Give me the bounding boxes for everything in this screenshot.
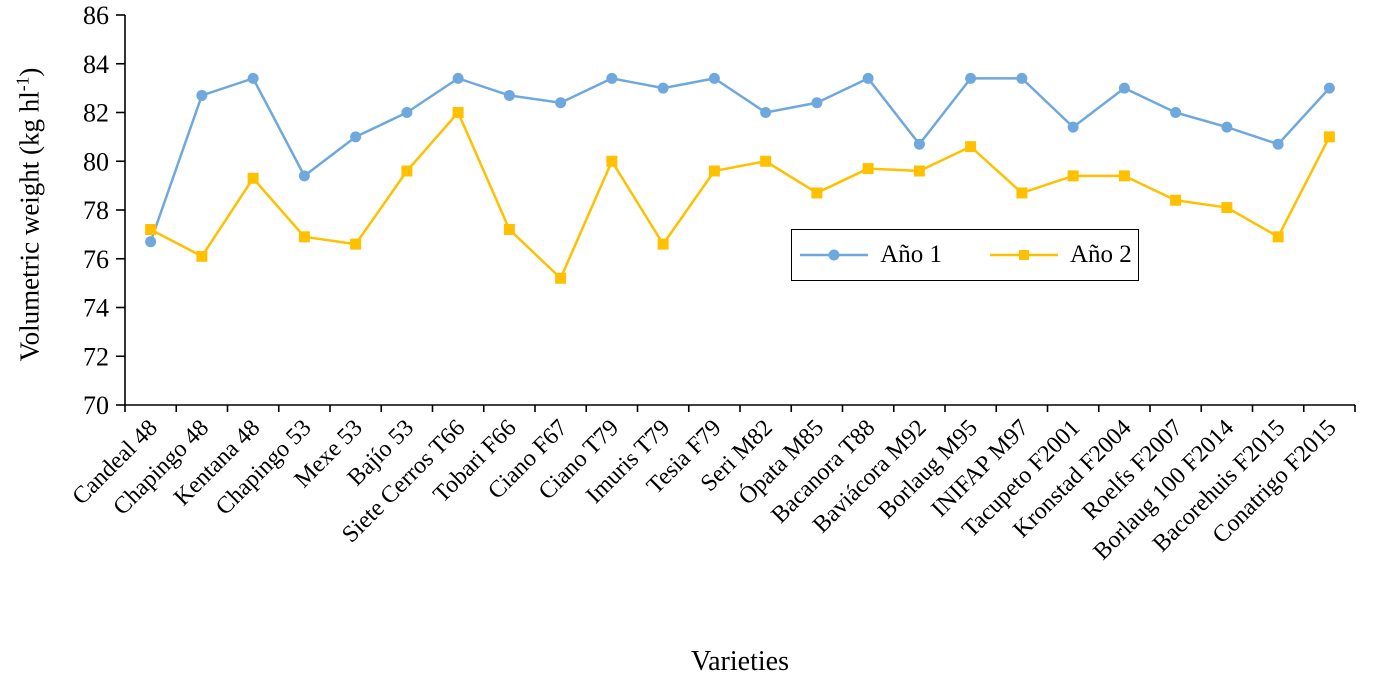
svg-text:70: 70 (83, 391, 109, 420)
legend: Año 1 Año 2 (791, 229, 1139, 281)
legend-item-ano-2: Año 2 (988, 241, 1132, 269)
x-axis-title: Varieties (691, 646, 789, 677)
ano-2-line-marker-icon (990, 250, 1058, 260)
svg-text:80: 80 (83, 147, 109, 176)
svg-text:74: 74 (83, 294, 109, 323)
legend-label-ano-2: Año 2 (1070, 241, 1132, 268)
svg-text:86: 86 (83, 1, 109, 30)
legend-label-ano-1: Año 1 (880, 241, 942, 268)
svg-text:78: 78 (83, 196, 109, 225)
svg-text:84: 84 (83, 50, 109, 79)
svg-text:76: 76 (83, 245, 109, 274)
ano-1-line-marker-icon (800, 249, 869, 261)
legend-item-ano-1: Año 1 (798, 241, 942, 269)
svg-text:82: 82 (83, 99, 109, 128)
svg-text:72: 72 (83, 342, 109, 371)
